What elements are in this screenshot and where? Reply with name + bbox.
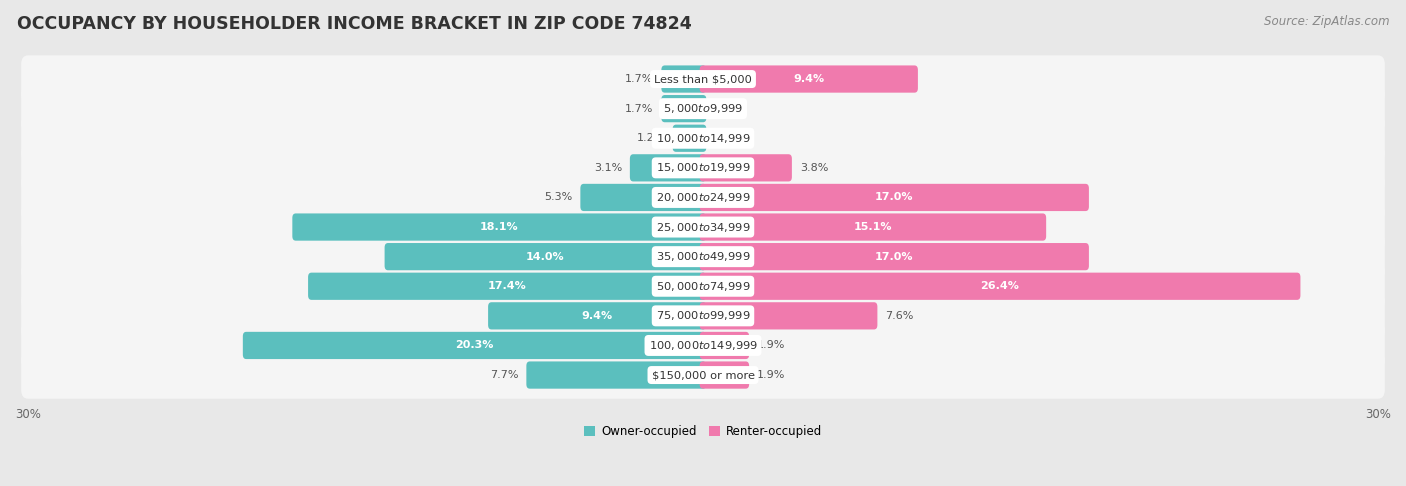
Text: 14.0%: 14.0% xyxy=(526,252,565,261)
FancyBboxPatch shape xyxy=(700,332,749,359)
FancyBboxPatch shape xyxy=(661,66,706,93)
Text: $35,000 to $49,999: $35,000 to $49,999 xyxy=(655,250,751,263)
Text: Less than $5,000: Less than $5,000 xyxy=(654,74,752,84)
FancyBboxPatch shape xyxy=(308,273,706,300)
FancyBboxPatch shape xyxy=(21,55,1385,103)
FancyBboxPatch shape xyxy=(21,144,1385,191)
Text: 5.3%: 5.3% xyxy=(544,192,572,203)
FancyBboxPatch shape xyxy=(630,154,706,181)
FancyBboxPatch shape xyxy=(21,233,1385,280)
Text: $20,000 to $24,999: $20,000 to $24,999 xyxy=(655,191,751,204)
Text: 15.1%: 15.1% xyxy=(853,222,893,232)
Text: 17.0%: 17.0% xyxy=(875,252,914,261)
FancyBboxPatch shape xyxy=(700,362,749,389)
Text: Source: ZipAtlas.com: Source: ZipAtlas.com xyxy=(1264,15,1389,28)
FancyBboxPatch shape xyxy=(21,322,1385,369)
FancyBboxPatch shape xyxy=(700,184,1088,211)
Text: 1.7%: 1.7% xyxy=(626,104,654,114)
Legend: Owner-occupied, Renter-occupied: Owner-occupied, Renter-occupied xyxy=(579,420,827,443)
Text: 9.4%: 9.4% xyxy=(582,311,613,321)
Text: $10,000 to $14,999: $10,000 to $14,999 xyxy=(655,132,751,145)
Text: $5,000 to $9,999: $5,000 to $9,999 xyxy=(664,102,742,115)
Text: $50,000 to $74,999: $50,000 to $74,999 xyxy=(655,280,751,293)
Text: $25,000 to $34,999: $25,000 to $34,999 xyxy=(655,221,751,234)
FancyBboxPatch shape xyxy=(488,302,706,330)
FancyBboxPatch shape xyxy=(526,362,706,389)
Text: 1.2%: 1.2% xyxy=(637,133,665,143)
Text: 7.7%: 7.7% xyxy=(489,370,519,380)
Text: 3.8%: 3.8% xyxy=(800,163,828,173)
FancyBboxPatch shape xyxy=(21,174,1385,221)
Text: 18.1%: 18.1% xyxy=(479,222,519,232)
FancyBboxPatch shape xyxy=(700,243,1088,270)
FancyBboxPatch shape xyxy=(385,243,706,270)
FancyBboxPatch shape xyxy=(700,66,918,93)
Text: $150,000 or more: $150,000 or more xyxy=(651,370,755,380)
FancyBboxPatch shape xyxy=(21,115,1385,162)
FancyBboxPatch shape xyxy=(672,124,706,152)
FancyBboxPatch shape xyxy=(700,213,1046,241)
FancyBboxPatch shape xyxy=(21,203,1385,251)
Text: 0.0%: 0.0% xyxy=(714,133,742,143)
FancyBboxPatch shape xyxy=(21,292,1385,340)
FancyBboxPatch shape xyxy=(21,85,1385,132)
FancyBboxPatch shape xyxy=(700,273,1301,300)
Text: 9.4%: 9.4% xyxy=(793,74,824,84)
Text: 7.6%: 7.6% xyxy=(886,311,914,321)
FancyBboxPatch shape xyxy=(661,95,706,122)
Text: 1.9%: 1.9% xyxy=(756,341,786,350)
Text: OCCUPANCY BY HOUSEHOLDER INCOME BRACKET IN ZIP CODE 74824: OCCUPANCY BY HOUSEHOLDER INCOME BRACKET … xyxy=(17,15,692,33)
Text: 3.1%: 3.1% xyxy=(593,163,621,173)
Text: 26.4%: 26.4% xyxy=(980,281,1019,291)
FancyBboxPatch shape xyxy=(700,154,792,181)
FancyBboxPatch shape xyxy=(21,351,1385,399)
FancyBboxPatch shape xyxy=(21,262,1385,310)
Text: 17.0%: 17.0% xyxy=(875,192,914,203)
Text: $100,000 to $149,999: $100,000 to $149,999 xyxy=(648,339,758,352)
Text: 1.9%: 1.9% xyxy=(756,370,786,380)
FancyBboxPatch shape xyxy=(581,184,706,211)
FancyBboxPatch shape xyxy=(292,213,706,241)
Text: $15,000 to $19,999: $15,000 to $19,999 xyxy=(655,161,751,174)
FancyBboxPatch shape xyxy=(700,302,877,330)
Text: 1.7%: 1.7% xyxy=(626,74,654,84)
Text: 20.3%: 20.3% xyxy=(456,341,494,350)
FancyBboxPatch shape xyxy=(243,332,706,359)
Text: $75,000 to $99,999: $75,000 to $99,999 xyxy=(655,310,751,322)
Text: 0.0%: 0.0% xyxy=(714,104,742,114)
Text: 17.4%: 17.4% xyxy=(488,281,527,291)
